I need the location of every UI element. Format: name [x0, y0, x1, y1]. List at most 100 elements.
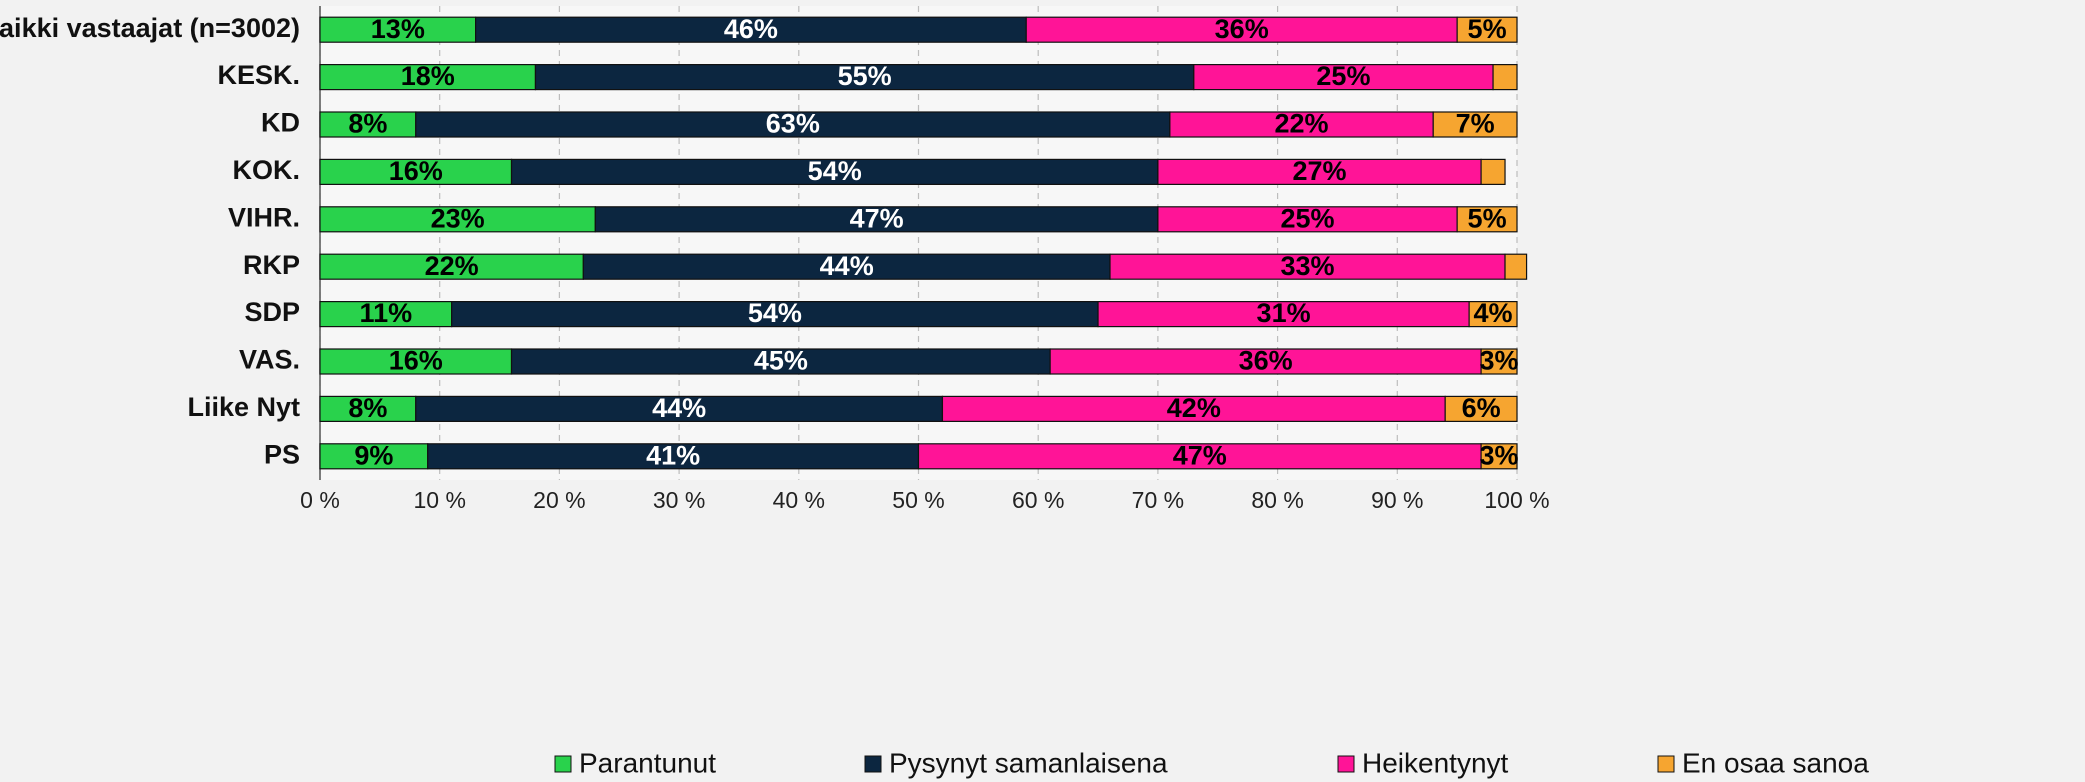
x-tick-label: 80 %	[1251, 487, 1303, 513]
bar-segment	[1157, 158, 1482, 185]
data-label: 5%	[1468, 14, 1507, 44]
legend-label: En osaa sanoa	[1682, 747, 1869, 778]
x-tick-label: 100 %	[1484, 487, 1549, 513]
bar-segment	[319, 443, 429, 470]
legend-swatch	[1337, 755, 1355, 773]
bar-segment	[319, 301, 453, 328]
data-label: 54%	[808, 156, 862, 186]
bar-segment	[319, 111, 417, 138]
x-tick-label: 60 %	[1012, 487, 1064, 513]
x-tick-label: 90 %	[1371, 487, 1423, 513]
bar-segment	[1109, 253, 1506, 280]
bar-segment	[1456, 206, 1518, 233]
x-tick-label: 30 %	[653, 487, 705, 513]
y-tick-label: Kaikki vastaajat (n=3002)	[0, 13, 300, 43]
bar-segment	[1480, 348, 1518, 375]
legend-swatch	[554, 755, 572, 773]
data-label: 54%	[748, 298, 802, 328]
bar-segment	[1456, 16, 1518, 43]
bar-segment	[534, 63, 1195, 91]
data-label: 4%	[1474, 298, 1513, 328]
bar-segment	[415, 395, 944, 422]
bar-segment	[1157, 206, 1458, 233]
data-label: 31%	[1257, 298, 1311, 328]
data-label: 47%	[1173, 440, 1227, 470]
y-tick-label: KD	[261, 108, 300, 138]
data-label: 46%	[724, 14, 778, 44]
data-label: 47%	[850, 203, 904, 233]
bar-segment	[1432, 111, 1518, 138]
data-label: 25%	[1316, 61, 1370, 91]
data-label: 42%	[1167, 393, 1221, 423]
bar-segment	[1169, 111, 1434, 138]
y-tick-label: VIHR.	[228, 202, 300, 232]
bar-segment	[1504, 253, 1528, 280]
bar-segment	[510, 348, 1051, 375]
data-label: 16%	[389, 346, 443, 376]
bar-segment	[1193, 63, 1494, 91]
bar-segment	[1049, 348, 1482, 375]
data-label: 16%	[389, 156, 443, 186]
x-tick-label: 0 %	[300, 487, 340, 513]
data-label: 63%	[766, 109, 820, 139]
x-tick-label: 40 %	[773, 487, 825, 513]
data-label: 36%	[1215, 14, 1269, 44]
bar-segment	[319, 158, 513, 185]
x-tick-label: 50 %	[892, 487, 944, 513]
data-label: 44%	[820, 251, 874, 281]
bar-segment	[475, 16, 1027, 43]
data-label: 22%	[1275, 109, 1329, 139]
bar-segment	[1492, 63, 1518, 91]
data-label: 13%	[371, 14, 425, 44]
legend-swatch	[864, 755, 882, 773]
data-label: 18%	[401, 61, 455, 91]
data-label: 9%	[354, 440, 393, 470]
bar-segment	[319, 63, 537, 91]
data-label: 6%	[1462, 393, 1501, 423]
bar-segment	[1468, 301, 1518, 328]
data-label: 25%	[1281, 203, 1335, 233]
y-tick-label: RKP	[243, 250, 300, 280]
data-label: 41%	[646, 440, 700, 470]
data-label: 45%	[754, 346, 808, 376]
bar-segment	[319, 206, 596, 233]
data-label: 3%	[1480, 440, 1519, 470]
legend-label: Heikentynyt	[1362, 747, 1509, 778]
legend-label: Parantunut	[579, 747, 716, 778]
legend-label: Pysynyt samanlaisena	[889, 747, 1168, 778]
bar-segment	[1480, 443, 1518, 470]
bar-segment	[1025, 16, 1458, 43]
data-label: 8%	[348, 109, 387, 139]
y-tick-label: Liike Nyt	[187, 392, 300, 422]
bar-segment	[941, 395, 1446, 422]
data-label: 55%	[838, 61, 892, 91]
legend-swatch	[1657, 755, 1675, 773]
bar-segment	[594, 206, 1159, 233]
data-label: 23%	[431, 203, 485, 233]
x-tick-label: 10 %	[413, 487, 465, 513]
y-tick-label: SDP	[244, 297, 300, 327]
bar-segment	[319, 395, 417, 422]
data-label: 8%	[348, 393, 387, 423]
x-tick-label: 20 %	[533, 487, 585, 513]
data-label: 5%	[1468, 203, 1507, 233]
bar-segment	[917, 443, 1482, 470]
data-label: 27%	[1292, 156, 1346, 186]
bar-segment	[319, 253, 584, 280]
data-label: 7%	[1456, 109, 1495, 139]
data-label: 44%	[652, 393, 706, 423]
y-tick-label: VAS.	[239, 345, 300, 375]
data-label: 11%	[360, 298, 413, 328]
bar-segment	[1444, 395, 1518, 422]
y-tick-label: KOK.	[233, 155, 301, 185]
x-tick-label: 70 %	[1132, 487, 1184, 513]
data-label: 36%	[1239, 346, 1293, 376]
data-label: 22%	[425, 251, 479, 281]
data-label: 33%	[1281, 251, 1335, 281]
bar-segment	[1480, 158, 1506, 185]
bar-segment	[451, 301, 1099, 328]
y-tick-label: PS	[264, 439, 300, 469]
data-label: 3%	[1480, 346, 1519, 376]
